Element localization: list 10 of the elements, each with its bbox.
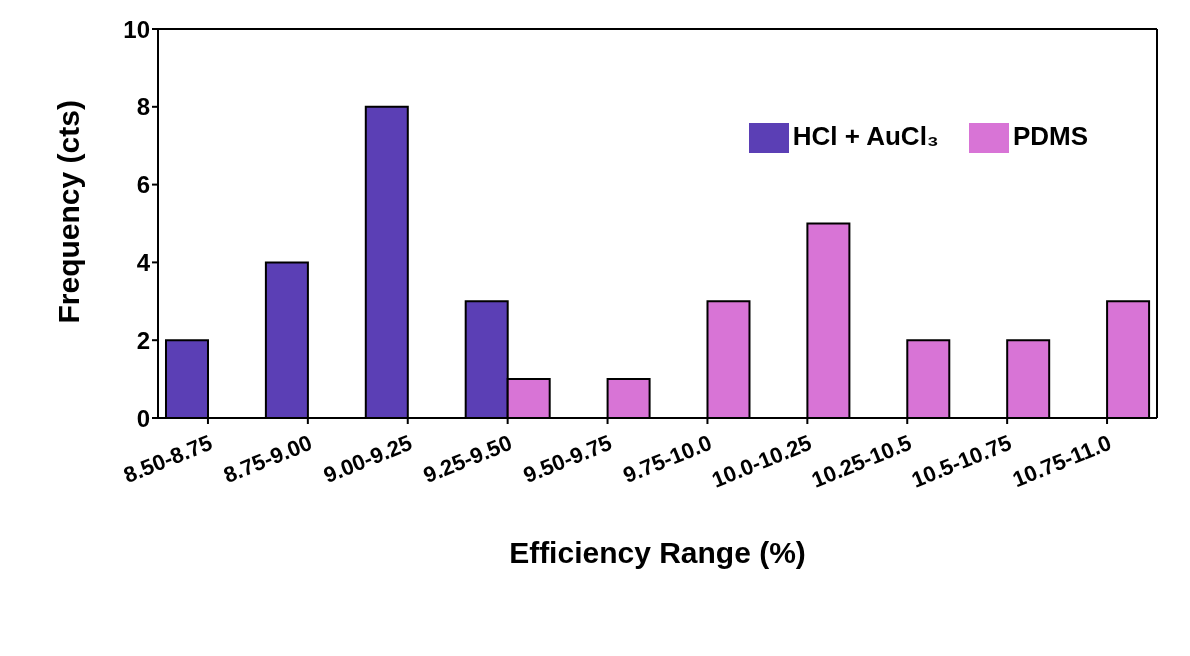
legend-label: PDMS <box>1012 120 1088 151</box>
y-tick-label: 0 <box>136 404 150 432</box>
legend-label: HCl + AuCl₃ <box>792 120 939 151</box>
y-tick-label: 6 <box>136 171 150 199</box>
y-tick-label: 4 <box>136 248 151 276</box>
y-tick-label: 8 <box>136 93 150 121</box>
y-tick-label: 2 <box>136 326 150 354</box>
y-tick-label: 10 <box>123 15 150 43</box>
y-axis-title: Frequency (cts) <box>51 100 85 324</box>
x-axis-title: Efficiency Range (%) <box>509 536 806 569</box>
